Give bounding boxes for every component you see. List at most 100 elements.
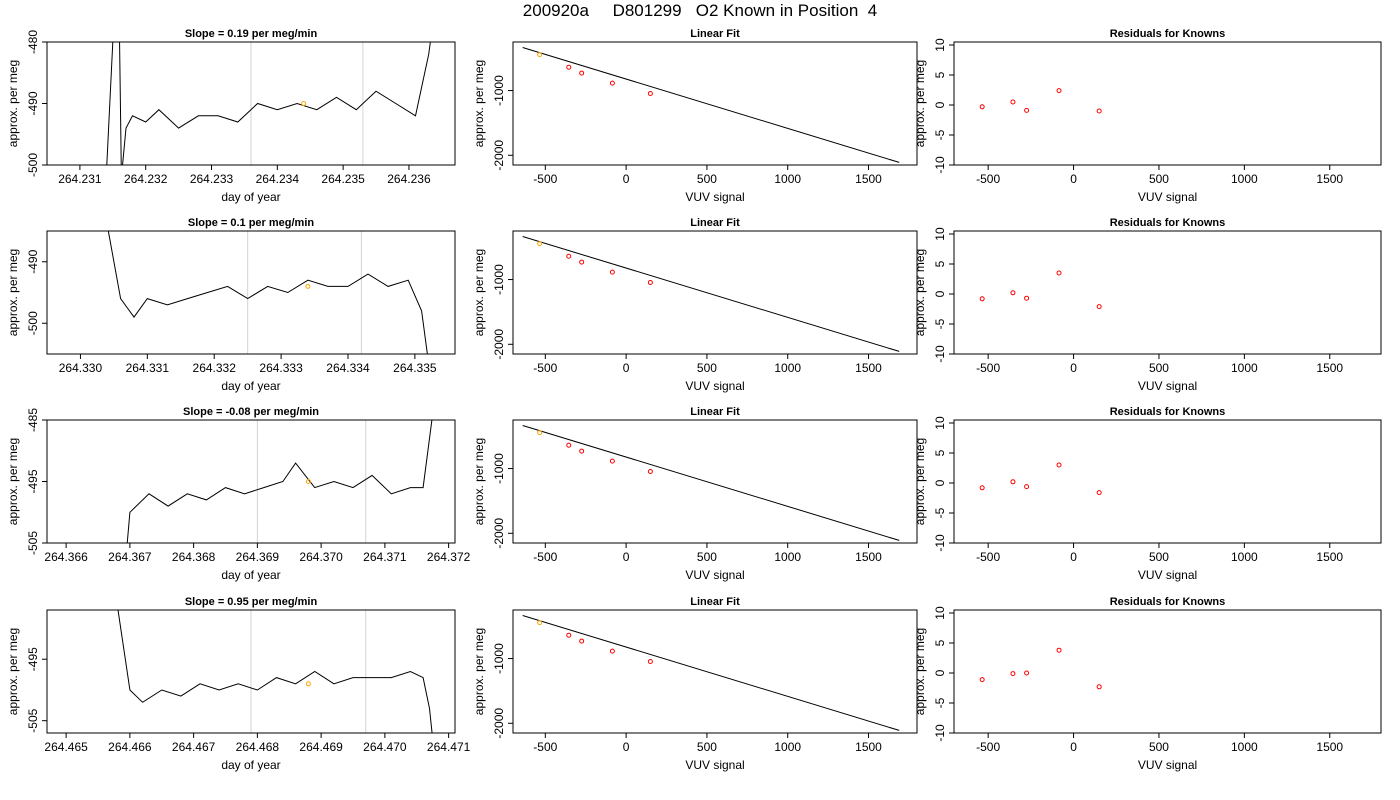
plot-area xyxy=(117,610,433,733)
x-tick-label: 264.333 xyxy=(259,361,303,375)
y-tick-label: -10 xyxy=(933,345,947,363)
x-axis-label: VUV signal xyxy=(1138,190,1197,204)
data-point xyxy=(566,253,572,259)
x-tick-label: 500 xyxy=(1149,740,1169,754)
highlight-point xyxy=(537,620,543,626)
data-point xyxy=(979,296,985,302)
y-tick-label: 10 xyxy=(933,606,947,620)
plot-frame xyxy=(953,41,1382,166)
x-tick-label: 0 xyxy=(1070,740,1077,754)
x-tick-label: 1500 xyxy=(855,172,882,186)
x-tick-label: -500 xyxy=(533,172,557,186)
y-tick-label: -2000 xyxy=(492,518,506,549)
plot-frame xyxy=(953,419,1382,544)
data-point xyxy=(1096,108,1102,114)
panel-title: Residuals for Knowns xyxy=(1110,217,1226,229)
panel-title: Residuals for Knowns xyxy=(1110,28,1226,40)
data-point xyxy=(647,468,653,474)
highlight-point xyxy=(537,430,543,436)
data-point xyxy=(1056,462,1062,468)
x-tick-label: 264.233 xyxy=(190,172,234,186)
x-tick-label: -500 xyxy=(533,361,557,375)
data-point xyxy=(1056,270,1062,276)
panel-title: Slope = 0.19 per meg/min xyxy=(185,28,318,40)
y-axis-label: approx. per meg xyxy=(6,438,20,525)
panel-fit-row-1: Linear Fit -500 0 500 1000 1500 -1000 -2000 VUV … xyxy=(472,28,918,204)
x-tick-label: 264.231 xyxy=(58,172,102,186)
panel-residuals-row-4: Residuals for Knowns -500 0 500 1000 1500 -10 -… xyxy=(913,596,1382,772)
data-point xyxy=(579,448,585,454)
x-tick-label: 500 xyxy=(697,361,717,375)
y-axis-label: approx. per meg xyxy=(6,60,20,147)
plot-area xyxy=(107,231,428,354)
data-point xyxy=(1056,88,1062,94)
fit-line xyxy=(522,615,900,731)
x-tick-label: 500 xyxy=(1149,361,1169,375)
y-tick-label: -1000 xyxy=(492,264,506,295)
x-tick-label: 500 xyxy=(697,172,717,186)
x-tick-label: 1000 xyxy=(1231,740,1258,754)
x-axis-label: VUV signal xyxy=(685,379,744,393)
x-tick-label: 264.236 xyxy=(387,172,431,186)
y-tick-label: -2000 xyxy=(492,329,506,360)
x-tick-label: 264.369 xyxy=(236,550,280,564)
data-point xyxy=(1010,99,1016,105)
y-tick-label: -1000 xyxy=(492,643,506,674)
panel-fit-row-3: Linear Fit -500 0 500 1000 1500 -1000 -2000 VUV … xyxy=(472,406,918,582)
y-tick-label: 10 xyxy=(933,416,947,430)
y-axis-label: approx. per meg xyxy=(913,438,927,525)
plot-frame xyxy=(512,609,918,734)
data-point xyxy=(579,638,585,644)
y-tick-label: 5 xyxy=(933,260,947,267)
highlight-point xyxy=(537,241,543,247)
data-point xyxy=(979,485,985,491)
plot-area xyxy=(979,88,1102,114)
x-axis-label: day of year xyxy=(221,758,280,772)
x-tick-label: 500 xyxy=(1149,550,1169,564)
plot-area xyxy=(979,647,1102,690)
data-point xyxy=(579,70,585,76)
panel-fit-row-4: Linear Fit -500 0 500 1000 1500 -1000 -2000 VUV … xyxy=(472,596,918,772)
data-point xyxy=(1096,304,1102,310)
data-point xyxy=(1024,670,1030,676)
data-point xyxy=(979,677,985,683)
x-axis-label: VUV signal xyxy=(1138,379,1197,393)
highlight-point xyxy=(305,283,311,289)
x-tick-label: 264.235 xyxy=(321,172,365,186)
panel-fit-row-2: Linear Fit -500 0 500 1000 1500 -1000 -2000 VUV … xyxy=(472,217,918,393)
panel-residuals-row-3: Residuals for Knowns -500 0 500 1000 1500 -10 -… xyxy=(913,406,1382,582)
x-tick-label: 0 xyxy=(623,172,630,186)
x-tick-label: 264.234 xyxy=(256,172,300,186)
x-tick-label: 1500 xyxy=(1316,361,1343,375)
series-line xyxy=(107,231,428,354)
highlight-point xyxy=(537,52,543,58)
plot-frame xyxy=(46,609,456,734)
y-tick-label: -490 xyxy=(26,249,40,273)
y-tick-label: -485 xyxy=(26,408,40,432)
x-tick-label: 264.469 xyxy=(299,740,343,754)
plot-frame xyxy=(953,230,1382,355)
y-axis-label: approx. per meg xyxy=(6,249,20,336)
y-tick-label: -500 xyxy=(26,153,40,177)
x-tick-label: 500 xyxy=(697,550,717,564)
highlight-point xyxy=(305,479,311,484)
data-point xyxy=(1096,684,1102,690)
y-tick-label: -2000 xyxy=(492,140,506,171)
data-point xyxy=(1024,484,1030,490)
data-point xyxy=(1024,295,1030,301)
y-tick-label: -10 xyxy=(933,724,947,742)
x-tick-label: 1500 xyxy=(855,740,882,754)
x-tick-label: 1000 xyxy=(774,550,801,564)
x-tick-label: 264.372 xyxy=(427,550,471,564)
series-line xyxy=(126,420,433,543)
y-tick-label: 5 xyxy=(933,71,947,78)
data-point xyxy=(1096,490,1102,496)
x-tick-label: 264.371 xyxy=(363,550,407,564)
data-point xyxy=(1056,647,1062,653)
x-tick-label: 1000 xyxy=(1231,172,1258,186)
y-tick-label: 10 xyxy=(933,38,947,52)
x-tick-label: 0 xyxy=(1070,550,1077,564)
plot-area xyxy=(126,420,433,543)
x-tick-label: 264.330 xyxy=(59,361,103,375)
x-tick-label: 1500 xyxy=(1316,740,1343,754)
